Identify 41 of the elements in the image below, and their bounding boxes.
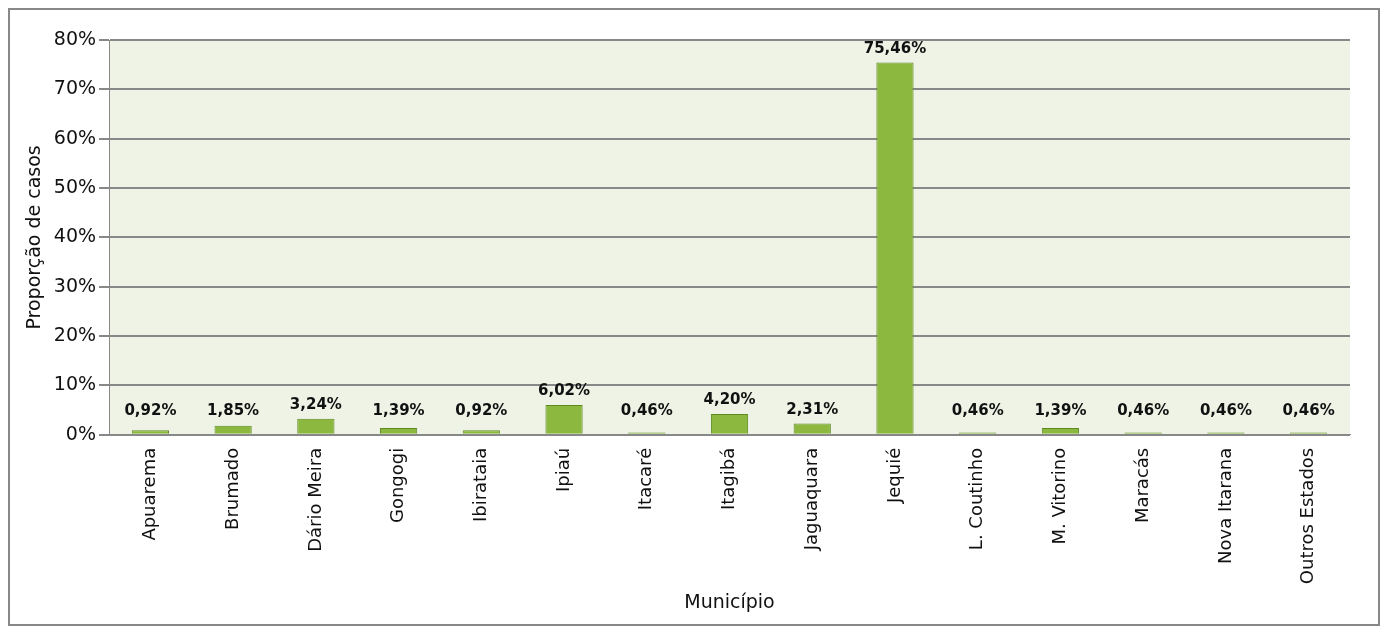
y-tick-label: 70% bbox=[53, 76, 97, 99]
y-tick-label: 20% bbox=[53, 323, 97, 346]
data-label: 0,92% bbox=[455, 401, 508, 420]
y-tick-label: 40% bbox=[53, 224, 97, 247]
data-label: 0,46% bbox=[951, 401, 1004, 420]
data-label: 75,46% bbox=[863, 38, 927, 57]
x-tick-label: Dário Meira bbox=[303, 447, 325, 552]
data-label: 1,85% bbox=[207, 401, 260, 420]
x-tick-label: Itacaré bbox=[634, 447, 656, 511]
data-label: 1,39% bbox=[372, 401, 425, 420]
y-tick-label: 0% bbox=[65, 421, 97, 444]
y-axis-title: Proporção de casos bbox=[22, 145, 45, 330]
data-label: 4,20% bbox=[703, 390, 756, 409]
x-tick-label: L. Coutinho bbox=[965, 447, 987, 551]
x-tick-label: Jaguaquara bbox=[799, 447, 821, 552]
data-label: 1,39% bbox=[1034, 401, 1087, 420]
data-label: 6,02% bbox=[538, 381, 591, 400]
x-tick-label: Ibirataia bbox=[468, 447, 490, 523]
data-label: 0,46% bbox=[620, 401, 673, 420]
x-tick-label: Gongogi bbox=[386, 447, 408, 524]
x-tick-label: M. Vitorino bbox=[1048, 447, 1070, 545]
x-axis-title: Município bbox=[684, 589, 775, 612]
x-tick-label: Ipiaú bbox=[551, 447, 573, 492]
y-tick-label: 30% bbox=[53, 273, 97, 296]
x-tick-label: Nova Itarana bbox=[1213, 447, 1235, 564]
x-tick-label: Itagibá bbox=[717, 447, 739, 511]
data-label: 0,46% bbox=[1199, 401, 1252, 420]
y-tick-label: 60% bbox=[53, 125, 97, 148]
data-label: 0,46% bbox=[1117, 401, 1170, 420]
x-tick-label: Maracás bbox=[1130, 447, 1152, 524]
x-tick-label: Jequié bbox=[882, 447, 904, 505]
data-label: 0,92% bbox=[124, 401, 177, 420]
y-tick-label: 80% bbox=[53, 26, 97, 49]
y-tick-label: 10% bbox=[53, 372, 97, 395]
data-label: 3,24% bbox=[289, 395, 342, 414]
data-label: 0,46% bbox=[1282, 401, 1335, 420]
x-tick-label: Brumado bbox=[220, 447, 242, 530]
x-tick-label: Outros Estados bbox=[1296, 447, 1318, 585]
x-tick-label: Apuarema bbox=[138, 447, 160, 541]
y-tick-label: 50% bbox=[53, 174, 97, 197]
data-label: 2,31% bbox=[786, 399, 839, 418]
